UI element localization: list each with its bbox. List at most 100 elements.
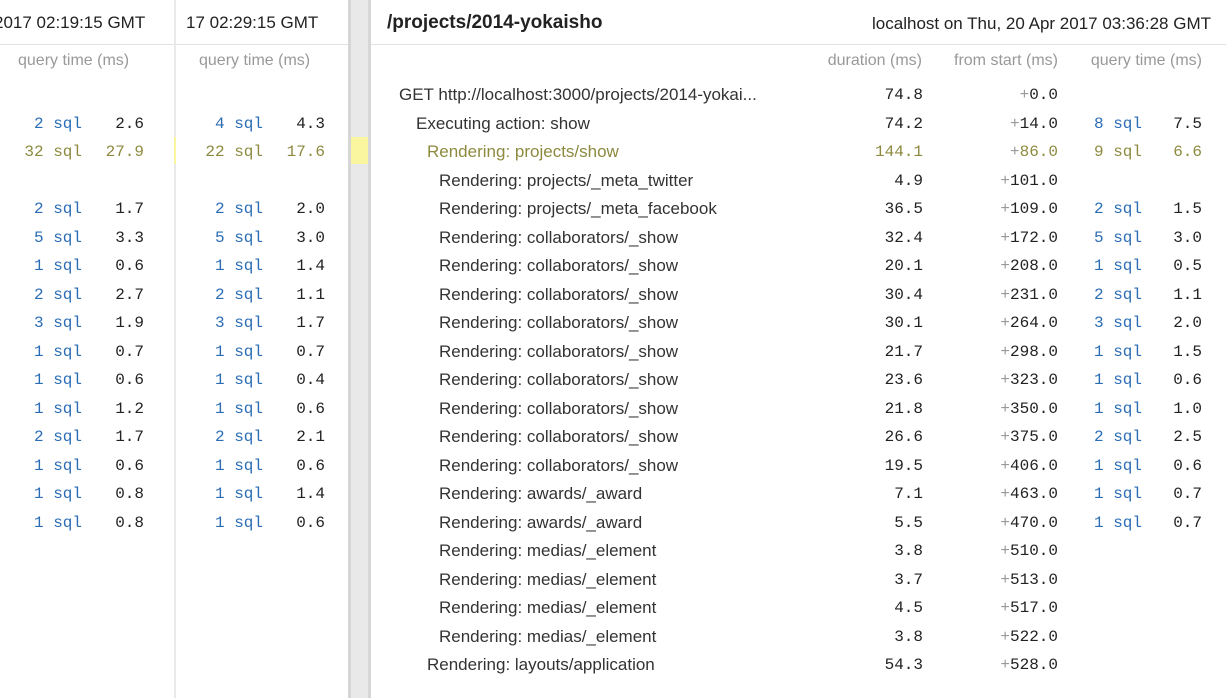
sql-count-link[interactable]: 1 sql [33,485,82,503]
query-time-value: 0.8 [115,485,144,503]
plus-sign: + [1000,171,1010,190]
duration-value: 30.1 [884,314,923,332]
plus-sign: + [1000,228,1010,247]
timing-row[interactable]: GET http://localhost:3000/projects/2014-… [371,81,1226,109]
plus-sign: + [1000,456,1010,475]
query-time-value: 3.3 [115,228,144,247]
plus-sign: + [1000,428,1010,446]
from-start-number: 517.0 [1009,599,1058,617]
sql-count-link[interactable]: 1 sql [214,257,263,275]
sql-count-link[interactable]: 1 sql [1093,399,1142,418]
timing-row[interactable]: Rendering: collaborators/_show 19.5 +406.0… [371,452,1226,480]
timing-row[interactable]: Rendering: collaborators/_show 30.1 +264.0… [371,309,1226,337]
timing-row[interactable]: Rendering: medias/_element 4.5 +517.0 [371,594,1226,622]
panel-timestamp: 17 02:29:15 GMT [186,13,319,32]
query-time-value: 4.3 [296,114,325,133]
from-start-value: +522.0 [1000,628,1058,646]
step-name: Rendering: collaborators/_show [439,455,679,475]
sql-count-link[interactable]: 2 sql [214,428,263,446]
sql-count-link[interactable]: 2 sql [214,285,263,304]
from-start-value: +350.0 [1000,400,1058,418]
duration-value: 3.7 [894,570,923,589]
sql-count-link[interactable]: 3 sql [1093,314,1142,332]
sql-count-link[interactable]: 2 sql [1093,285,1142,304]
timing-row[interactable]: Rendering: collaborators/_show 21.7 +298.0… [371,338,1226,366]
sql-count-link[interactable]: 5 sql [33,228,82,247]
timing-row[interactable]: Rendering: collaborators/_show 23.6 +323.0… [371,366,1226,394]
sql-count-link[interactable]: 2 sql [33,428,82,446]
panel-header: /projects/2014-yokaisho localhost on Thu… [371,0,1226,45]
sql-count-link[interactable]: 1 sql [1093,456,1142,475]
timing-row[interactable]: Rendering: collaborators/_show 20.1 +208.0… [371,252,1226,280]
query-time-value: 1.2 [115,399,144,418]
sql-count-link[interactable]: 32 sql [24,143,82,161]
query-time-value: 0.6 [115,456,144,475]
plus-sign: + [1000,599,1010,617]
sql-count-link[interactable]: 1 sql [33,371,82,389]
sql-count-link[interactable]: 1 sql [1093,371,1142,389]
timing-row[interactable]: Rendering: collaborators/_show 21.8 +350.0… [371,395,1226,423]
sql-count-link[interactable]: 1 sql [1093,485,1142,503]
sql-count-link[interactable]: 4 sql [214,114,263,133]
query-time-value: 1.7 [296,314,325,332]
sql-count-link[interactable]: 5 sql [214,228,263,247]
step-name: Executing action: show [416,113,590,133]
sql-count-link[interactable]: 2 sql [1093,428,1142,446]
timing-row[interactable]: Rendering: layouts/application 54.3 +528.0 [371,651,1226,679]
query-time-value: 3.0 [296,228,325,247]
plus-sign: + [1009,143,1020,161]
sql-count-link[interactable]: 2 sql [33,114,82,133]
sql-count-link[interactable]: 1 sql [214,399,263,418]
sql-count-link[interactable]: 1 sql [1093,342,1142,361]
timing-row[interactable]: Rendering: medias/_element 3.7 +513.0 [371,566,1226,594]
sql-count-link[interactable]: 1 sql [214,456,263,475]
table-row: 2 sql 2.0 [176,195,348,223]
sql-count-link[interactable]: 3 sql [33,314,82,332]
sql-count-link[interactable]: 22 sql [205,143,263,161]
sql-count-link[interactable]: 1 sql [33,456,82,475]
table-row: 1 sql 0.6 [0,452,174,480]
step-name: Rendering: awards/_award [439,484,643,503]
sql-count-link[interactable]: 8 sql [1093,114,1142,133]
sql-count-link[interactable]: 1 sql [214,342,263,361]
table-row: 1 sql 0.8 [0,480,174,508]
sql-count-link[interactable]: 1 sql [33,342,82,361]
query-time-value: 2.5 [1173,428,1202,446]
sql-count-link[interactable]: 1 sql [33,513,82,532]
profiler-panel-current: /projects/2014-yokaisho localhost on Thu… [368,0,1226,698]
timing-row[interactable]: Rendering: collaborators/_show 32.4 +172.0… [371,224,1226,252]
timing-row[interactable]: Rendering: awards/_award 7.1 +463.0 1 sql 0.… [371,480,1226,508]
table-row: 1 sql 0.6 [0,252,174,280]
sql-count-link[interactable]: 2 sql [1093,200,1142,218]
timing-row[interactable]: Rendering: projects/_meta_twitter 4.9 +101… [371,167,1226,195]
timing-row[interactable]: Rendering: awards/_award 5.5 +470.0 1 sql 0.… [371,509,1226,537]
step-name: Rendering: collaborators/_show [439,227,679,247]
step-name: Rendering: collaborators/_show [439,398,679,418]
sql-count-link[interactable]: 1 sql [1093,257,1142,275]
sql-count-link[interactable]: 2 sql [214,200,263,218]
sql-count-link[interactable]: 1 sql [33,399,82,418]
table-row: 1 sql 0.8 [0,509,174,537]
query-time-value: 0.6 [115,257,144,275]
sql-count-link[interactable]: 2 sql [33,285,82,304]
sql-count-link[interactable]: 2 sql [33,200,82,218]
timing-row[interactable]: Rendering: projects/show 144.1 +86.0 9 sql 6… [371,138,1226,166]
sql-count-link[interactable]: 5 sql [1093,228,1142,247]
timing-row[interactable]: Rendering: medias/_element 3.8 +510.0 [371,537,1226,565]
timing-row[interactable]: Executing action: show 74.2 +14.0 8 sql 7.5 [371,110,1226,138]
timing-row[interactable]: Rendering: collaborators/_show 30.4 +231.0… [371,281,1226,309]
sql-count-link[interactable]: 1 sql [1093,513,1142,532]
sql-count-link[interactable]: 1 sql [214,513,263,532]
sql-count-link[interactable]: 3 sql [214,314,263,332]
plus-sign: + [1000,399,1010,418]
sql-count-link[interactable]: 9 sql [1093,143,1142,161]
sql-count-link[interactable]: 1 sql [214,371,263,389]
timing-row[interactable]: Rendering: projects/_meta_facebook 36.5 +1… [371,195,1226,223]
sql-count-link[interactable]: 1 sql [214,485,263,503]
timing-row[interactable]: Rendering: collaborators/_show 26.6 +375.0… [371,423,1226,451]
sql-count-link[interactable]: 1 sql [33,257,82,275]
step-name: Rendering: projects/show [427,142,619,161]
from-start-number: 298.0 [1009,342,1058,361]
timing-row[interactable]: Rendering: medias/_element 3.8 +522.0 [371,623,1226,651]
table-row: 3 sql 1.7 [176,309,348,337]
